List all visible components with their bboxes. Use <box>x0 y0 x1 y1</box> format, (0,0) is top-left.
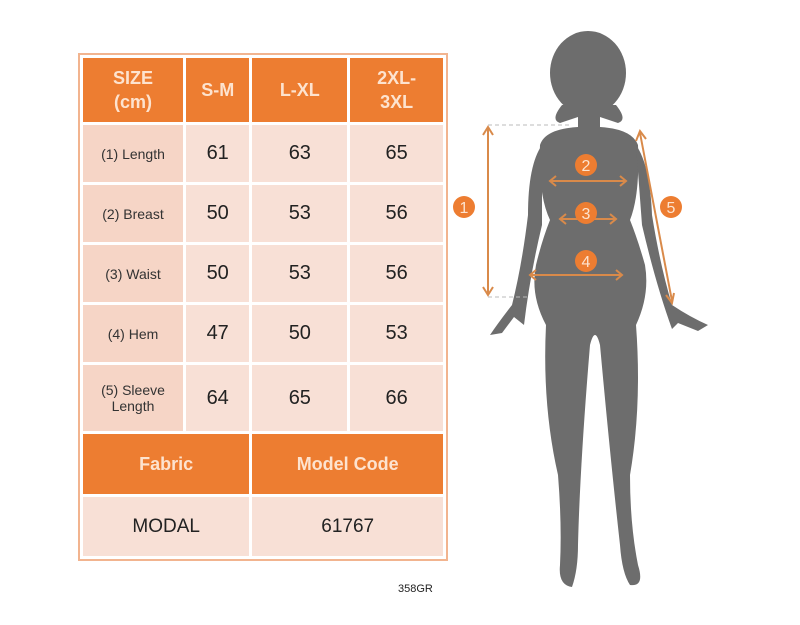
body-measurement-figure: 1 2 3 4 5 <box>453 31 708 587</box>
marker-3: 3 <box>575 202 597 224</box>
row-label: (1) Length <box>80 122 186 185</box>
table-row: (3) Waist 50 53 56 <box>80 242 446 305</box>
model-code-label: Model Code <box>249 431 446 497</box>
marker-4: 4 <box>575 250 597 272</box>
cell: 64 <box>182 362 253 434</box>
cell: 61 <box>182 122 253 185</box>
header-l-xl: L-XL <box>249 55 351 125</box>
cell: 56 <box>347 242 446 305</box>
cell: 47 <box>182 302 253 365</box>
row-label: (2) Breast <box>80 182 186 245</box>
marker-5: 5 <box>660 196 682 218</box>
cell: 63 <box>249 122 351 185</box>
cell: 53 <box>249 242 351 305</box>
marker-1: 1 <box>453 196 475 218</box>
measurement-arrows <box>482 124 675 306</box>
svg-text:5: 5 <box>667 200 676 217</box>
cell: 53 <box>347 302 446 365</box>
cell: 65 <box>347 122 446 185</box>
cell: 50 <box>249 302 351 365</box>
row-label: (5) Sleeve Length <box>80 362 186 434</box>
cell: 53 <box>249 182 351 245</box>
marker-2: 2 <box>575 154 597 176</box>
table-row: (2) Breast 50 53 56 <box>80 182 446 245</box>
size-chart-table: SIZE (cm) S-M L-XL 2XL- 3XL (1) Length 6… <box>78 53 448 561</box>
row-label: (4) Hem <box>80 302 186 365</box>
svg-text:3: 3 <box>582 206 591 223</box>
woman-silhouette <box>490 31 708 587</box>
table-row: (1) Length 61 63 65 <box>80 122 446 185</box>
cell: 50 <box>182 242 253 305</box>
header-2xl-3xl: 2XL- 3XL <box>347 55 446 125</box>
fabric-header-row: Fabric Model Code <box>79 431 446 497</box>
row-label: (3) Waist <box>80 242 186 305</box>
product-code: 358GR <box>398 583 433 595</box>
table-row: (4) Hem 47 50 53 <box>80 302 446 365</box>
header-size: SIZE (cm) <box>80 55 186 125</box>
svg-text:2: 2 <box>582 158 591 175</box>
table-row: (5) Sleeve Length 64 65 66 <box>80 362 446 434</box>
fabric-value-row: MODAL 61767 <box>79 494 446 559</box>
fabric-label: Fabric <box>79 431 253 497</box>
model-code-value: 61767 <box>249 494 446 559</box>
svg-text:1: 1 <box>460 200 469 217</box>
cell: 56 <box>347 182 446 245</box>
svg-text:4: 4 <box>582 254 591 271</box>
cell: 65 <box>249 362 351 434</box>
cell: 50 <box>182 182 253 245</box>
header-s-m: S-M <box>182 55 253 125</box>
cell: 66 <box>347 362 446 434</box>
fabric-value: MODAL <box>79 494 253 559</box>
header-row: SIZE (cm) S-M L-XL 2XL- 3XL <box>80 55 446 125</box>
